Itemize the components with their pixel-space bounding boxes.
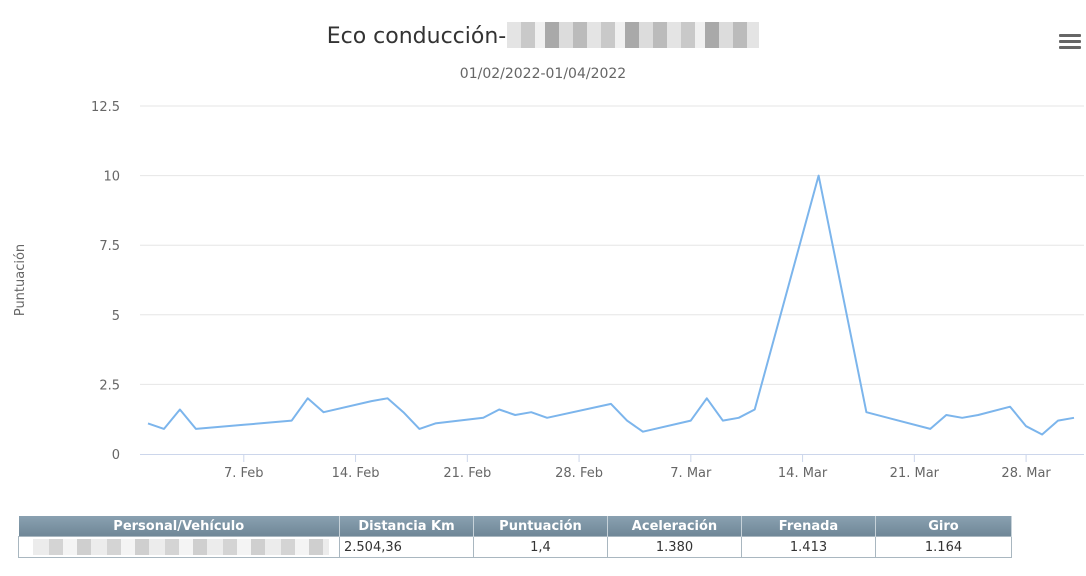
- y-tick-label: 5: [112, 309, 120, 324]
- col-header-puntuacion[interactable]: Puntuación: [473, 516, 608, 537]
- cell-personal: [18, 536, 340, 558]
- series-line: [147, 174, 1075, 436]
- chart-title: Eco conducción-: [0, 22, 1086, 49]
- y-tick-label: 2.5: [99, 378, 120, 393]
- x-tick-label: 7. Feb: [224, 466, 264, 481]
- cell-frenada: 1.413: [741, 536, 876, 558]
- x-tick-label: 28. Feb: [555, 466, 603, 481]
- y-tick-label: 10: [103, 170, 120, 185]
- summary-table: Personal/Vehículo Distancia Km Puntuació…: [18, 516, 1012, 558]
- x-tick-label: 14. Feb: [332, 466, 380, 481]
- table-header-row: Personal/Vehículo Distancia Km Puntuació…: [18, 516, 1012, 537]
- chart-title-text: Eco conducción-: [326, 24, 507, 49]
- y-tick-label: 0: [112, 448, 120, 463]
- grid-lines: [140, 105, 1084, 385]
- col-header-personal[interactable]: Personal/Vehículo: [18, 516, 340, 537]
- x-tick-label: 21. Mar: [890, 466, 940, 481]
- y-axis-ticks: 0 2.5 5 7.5 10 12.5: [91, 100, 120, 463]
- chart-subtitle: 01/02/2022-01/04/2022: [459, 66, 627, 82]
- cell-distancia: 2.504,36: [339, 536, 474, 558]
- col-header-giro[interactable]: Giro: [875, 516, 1012, 537]
- y-tick-label: 12.5: [91, 100, 120, 115]
- table-row[interactable]: 2.504,36 1,4 1.380 1.413 1.164: [18, 536, 1012, 558]
- x-tick-label: 28. Mar: [1001, 466, 1051, 481]
- x-tick-label: 7. Mar: [670, 466, 712, 481]
- cell-aceleracion: 1.380: [607, 536, 742, 558]
- x-axis-ticks: 7. Feb 14. Feb 21. Feb 28. Feb 7. Mar 14. Mar…: [224, 454, 1051, 481]
- col-header-frenada[interactable]: Frenada: [741, 516, 876, 537]
- y-tick-label: 7.5: [99, 239, 120, 254]
- redacted-name-block: [507, 22, 760, 48]
- col-header-distancia[interactable]: Distancia Km: [339, 516, 474, 537]
- col-header-aceleracion[interactable]: Aceleración: [607, 516, 742, 537]
- y-axis-title: Puntuación: [13, 244, 28, 316]
- x-tick-label: 14. Mar: [778, 466, 828, 481]
- hamburger-menu-icon[interactable]: [1058, 32, 1082, 54]
- redacted-name-block: [33, 539, 329, 555]
- cell-giro: 1.164: [875, 536, 1012, 558]
- line-chart: 0 2.5 5 7.5 10 12.5 7. Feb 14. Feb 21. Feb 28. F…: [13, 100, 1084, 481]
- cell-puntuacion: 1,4: [473, 536, 608, 558]
- x-tick-label: 21. Feb: [443, 466, 491, 481]
